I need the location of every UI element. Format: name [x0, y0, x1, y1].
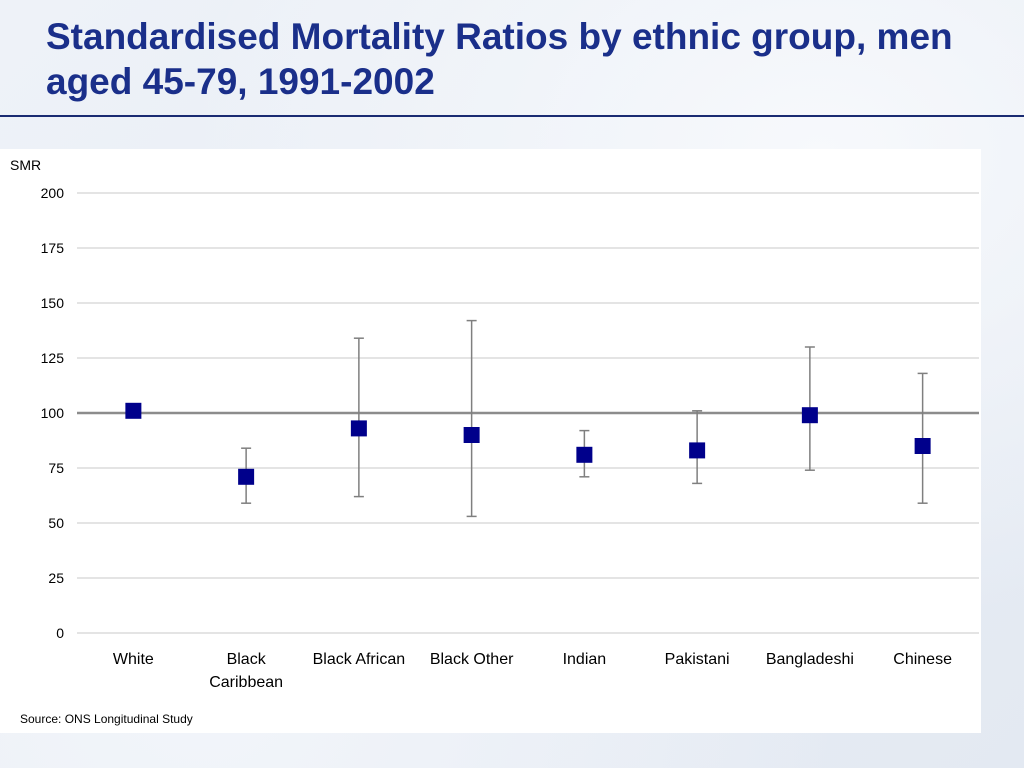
data-point [801, 407, 818, 424]
y-tick-label: 0 [56, 625, 64, 641]
x-tick-label: Indian [563, 651, 607, 668]
y-tick-label: 75 [48, 460, 64, 476]
x-tick-label: Black African [313, 651, 405, 668]
x-tick-label: Black Caribbean [209, 651, 283, 691]
data-point [125, 402, 142, 419]
x-tick-label: Pakistani [665, 651, 730, 668]
slide-title: Standardised Mortality Ratios by ethnic … [46, 16, 953, 102]
chart-panel: 0 25 50 75 100 125 150 175 200 SMR White Black Carib… [0, 149, 981, 733]
y-tick-label: 50 [48, 515, 64, 531]
y-tick-label: 150 [41, 295, 65, 311]
x-tick-label: Chinese [893, 651, 952, 668]
x-tick-label: Black Other [430, 651, 514, 668]
x-tick-label: White [113, 651, 154, 668]
y-tick-label: 125 [41, 350, 65, 366]
y-tick-label: 175 [41, 240, 65, 256]
data-point [576, 446, 593, 463]
y-tick-label: 25 [48, 570, 64, 586]
data-point [350, 420, 367, 437]
data-point [238, 468, 255, 485]
y-tick-label: 100 [41, 405, 65, 421]
data-point [914, 438, 931, 454]
y-axis-label: SMR [10, 157, 41, 173]
data-point [689, 442, 706, 459]
source-note: Source: ONS Longitudinal Study [20, 712, 193, 726]
x-tick-label: Bangladeshi [766, 651, 854, 668]
data-point [463, 427, 480, 443]
y-tick-label: 200 [41, 185, 65, 201]
title-divider [0, 115, 1024, 117]
